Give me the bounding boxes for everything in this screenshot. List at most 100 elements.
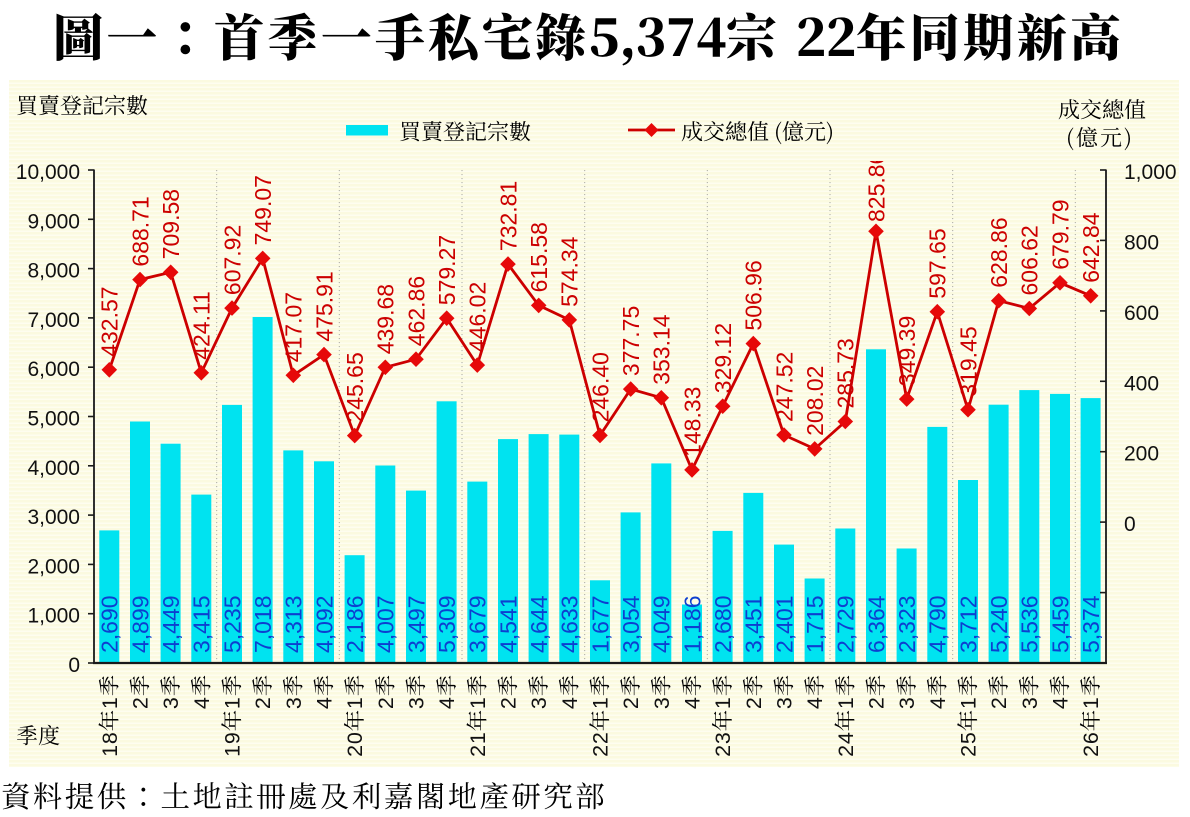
svg-text:200: 200 bbox=[1124, 443, 1159, 466]
svg-text:2,401: 2,401 bbox=[771, 595, 797, 653]
svg-text:2: 2 bbox=[834, 745, 858, 757]
svg-text:5,536: 5,536 bbox=[1017, 595, 1043, 653]
svg-text:6,364: 6,364 bbox=[863, 595, 889, 653]
svg-text:5,240: 5,240 bbox=[986, 595, 1012, 653]
svg-text:3: 3 bbox=[711, 732, 735, 744]
svg-text:10,000: 10,000 bbox=[16, 161, 80, 184]
svg-text:579.27: 579.27 bbox=[434, 235, 460, 305]
svg-text:2: 2 bbox=[619, 697, 643, 709]
svg-text:1: 1 bbox=[834, 697, 858, 709]
svg-text:4: 4 bbox=[435, 697, 459, 709]
svg-text:2: 2 bbox=[589, 732, 613, 744]
svg-text:2: 2 bbox=[742, 697, 766, 709]
svg-text:432.57: 432.57 bbox=[97, 286, 123, 356]
svg-text:825.86: 825.86 bbox=[863, 152, 889, 222]
svg-text:2: 2 bbox=[987, 697, 1011, 709]
svg-text:4,313: 4,313 bbox=[281, 595, 307, 653]
svg-text:2: 2 bbox=[466, 745, 490, 757]
svg-text:1,715: 1,715 bbox=[802, 595, 828, 653]
svg-text:3: 3 bbox=[773, 697, 797, 709]
svg-text:3: 3 bbox=[527, 697, 551, 709]
svg-text:3: 3 bbox=[650, 697, 674, 709]
svg-text:1: 1 bbox=[98, 745, 122, 757]
svg-text:4,790: 4,790 bbox=[925, 595, 951, 653]
svg-text:4: 4 bbox=[558, 697, 582, 709]
svg-text:4,644: 4,644 bbox=[526, 595, 552, 653]
svg-text:1: 1 bbox=[221, 697, 245, 709]
svg-text:732.81: 732.81 bbox=[495, 181, 521, 251]
svg-text:2,729: 2,729 bbox=[833, 595, 859, 653]
svg-text:4,449: 4,449 bbox=[158, 595, 184, 653]
svg-text:4,007: 4,007 bbox=[373, 595, 399, 653]
svg-text:3: 3 bbox=[895, 697, 919, 709]
svg-text:2: 2 bbox=[343, 745, 367, 757]
svg-text:2: 2 bbox=[957, 745, 981, 757]
svg-text:4,049: 4,049 bbox=[649, 595, 675, 653]
svg-text:1,000: 1,000 bbox=[1124, 161, 1177, 184]
svg-text:1: 1 bbox=[466, 732, 490, 744]
svg-text:148.33: 148.33 bbox=[679, 387, 705, 457]
svg-text:679.79: 679.79 bbox=[1047, 199, 1073, 269]
svg-text:353.14: 353.14 bbox=[649, 314, 675, 385]
svg-text:3,054: 3,054 bbox=[618, 595, 644, 653]
svg-text:1,677: 1,677 bbox=[587, 595, 613, 653]
svg-text:1: 1 bbox=[221, 745, 245, 757]
svg-text:5: 5 bbox=[957, 732, 981, 744]
svg-text:5,309: 5,309 bbox=[434, 595, 460, 653]
svg-text:5,000: 5,000 bbox=[27, 408, 80, 431]
svg-text:4: 4 bbox=[313, 697, 337, 709]
svg-text:749.07: 749.07 bbox=[250, 175, 276, 245]
svg-text:5,459: 5,459 bbox=[1047, 595, 1073, 653]
svg-text:1: 1 bbox=[711, 697, 735, 709]
svg-text:1: 1 bbox=[343, 697, 367, 709]
svg-text:2: 2 bbox=[251, 697, 275, 709]
svg-text:8,000: 8,000 bbox=[27, 260, 80, 283]
svg-text:400: 400 bbox=[1124, 372, 1159, 395]
svg-text:245.65: 245.65 bbox=[342, 352, 368, 422]
svg-text:2,186: 2,186 bbox=[342, 595, 368, 653]
svg-text:4,899: 4,899 bbox=[127, 595, 153, 653]
svg-text:4: 4 bbox=[803, 697, 827, 709]
svg-text:417.07: 417.07 bbox=[281, 292, 307, 362]
svg-text:600: 600 bbox=[1124, 302, 1159, 325]
svg-text:4,541: 4,541 bbox=[495, 595, 521, 653]
svg-text:3: 3 bbox=[159, 697, 183, 709]
svg-text:4,000: 4,000 bbox=[27, 457, 80, 480]
svg-text:4: 4 bbox=[681, 697, 705, 709]
svg-text:2: 2 bbox=[711, 745, 735, 757]
svg-text:1: 1 bbox=[589, 697, 613, 709]
svg-text:2: 2 bbox=[497, 697, 521, 709]
svg-text:439.68: 439.68 bbox=[373, 284, 399, 354]
svg-text:3,712: 3,712 bbox=[955, 595, 981, 653]
svg-text:4: 4 bbox=[926, 697, 950, 709]
svg-text:4,092: 4,092 bbox=[311, 595, 337, 653]
svg-text:285.73: 285.73 bbox=[833, 338, 859, 408]
svg-text:4: 4 bbox=[190, 697, 214, 709]
svg-text:597.65: 597.65 bbox=[925, 228, 951, 298]
svg-text:506.96: 506.96 bbox=[741, 260, 767, 330]
svg-text:800: 800 bbox=[1124, 231, 1159, 254]
svg-text:424.11: 424.11 bbox=[189, 291, 215, 360]
svg-text:1: 1 bbox=[1079, 697, 1103, 709]
svg-text:1: 1 bbox=[98, 697, 122, 709]
svg-text:3,000: 3,000 bbox=[27, 506, 80, 529]
svg-text:9: 9 bbox=[221, 732, 245, 744]
svg-text:3: 3 bbox=[405, 697, 429, 709]
svg-text:0: 0 bbox=[1124, 513, 1136, 536]
svg-text:5,235: 5,235 bbox=[219, 595, 245, 653]
svg-text:2,323: 2,323 bbox=[894, 595, 920, 653]
svg-text:642.84: 642.84 bbox=[1078, 212, 1104, 283]
svg-text:606.62: 606.62 bbox=[1017, 225, 1043, 295]
svg-text:628.86: 628.86 bbox=[986, 217, 1012, 287]
svg-text:8: 8 bbox=[98, 732, 122, 744]
svg-text:688.71: 688.71 bbox=[127, 196, 153, 266]
svg-text:2,680: 2,680 bbox=[710, 595, 736, 653]
svg-text:1,186: 1,186 bbox=[679, 595, 705, 653]
svg-text:1: 1 bbox=[466, 697, 490, 709]
svg-text:2: 2 bbox=[865, 697, 889, 709]
svg-text:5,374: 5,374 bbox=[1078, 595, 1104, 653]
svg-text:1,000: 1,000 bbox=[27, 605, 80, 628]
svg-text:3,415: 3,415 bbox=[189, 595, 215, 653]
svg-text:3: 3 bbox=[282, 697, 306, 709]
svg-text:7,000: 7,000 bbox=[27, 309, 80, 332]
